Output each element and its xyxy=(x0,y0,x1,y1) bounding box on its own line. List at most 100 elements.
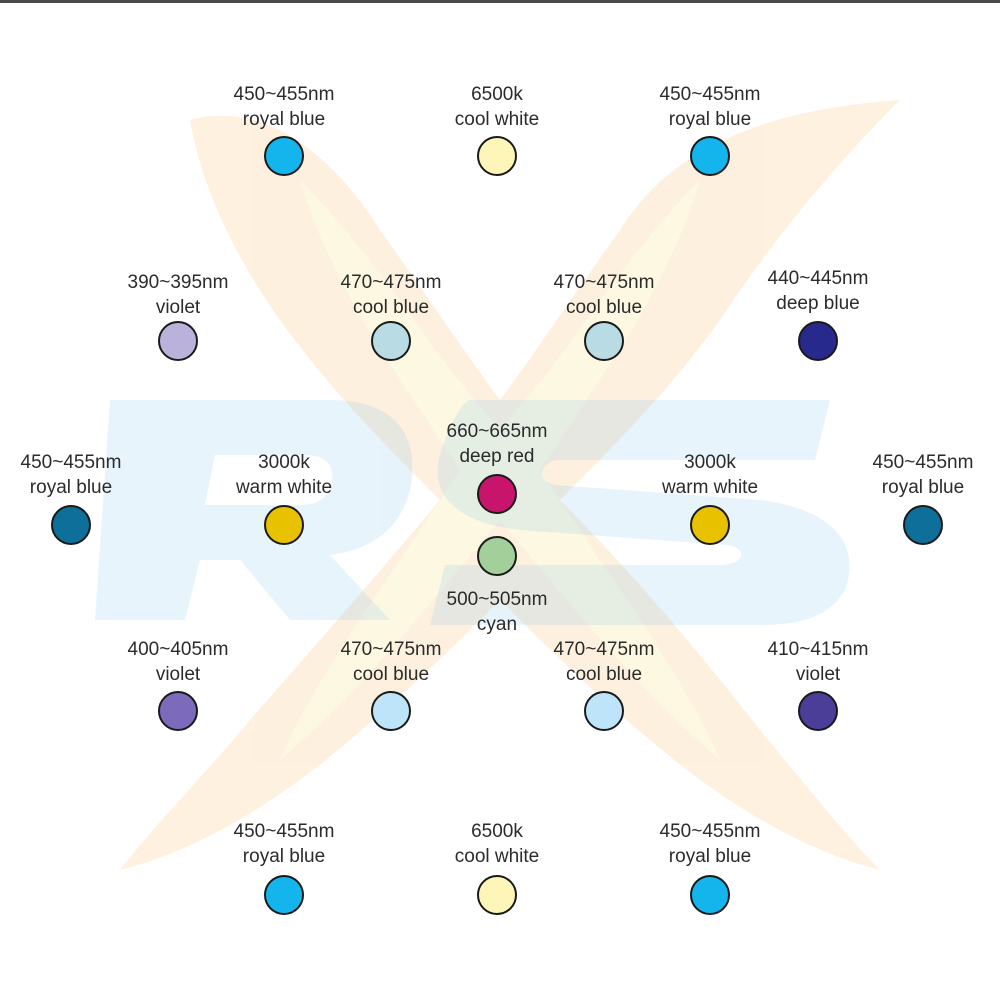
wavelength-text: 3000k xyxy=(258,452,310,473)
led-dot-royal-blue xyxy=(903,505,943,545)
led-label: 450~455nm royal blue xyxy=(833,450,1000,500)
led-dot-violet xyxy=(158,321,198,361)
led-label-group: 470~475nm cool blue xyxy=(301,637,481,687)
led-dot-cool-white xyxy=(477,136,517,176)
led-dot-deep-blue xyxy=(798,321,838,361)
wavelength-text: 6500k xyxy=(471,821,523,842)
led-label: 660~665nm deep red xyxy=(407,419,587,469)
led-dot-cool-blue xyxy=(371,321,411,361)
led-label-group: 400~405nm violet xyxy=(88,637,268,687)
color-name-text: royal blue xyxy=(29,477,113,498)
led-label: 3000k warm white xyxy=(620,450,800,500)
led-label: 440~445nm deep blue xyxy=(728,266,908,316)
color-name-text: royal blue xyxy=(242,846,326,867)
led-dot-deep-red xyxy=(477,474,517,514)
led-dot-cool-blue xyxy=(371,691,411,731)
wavelength-text: 660~665nm xyxy=(446,421,548,442)
top-border-line xyxy=(0,0,1000,3)
color-name-text: violet xyxy=(155,664,201,685)
led-label: 450~455nm royal blue xyxy=(620,819,800,869)
wavelength-text: 450~455nm xyxy=(872,452,974,473)
color-name-text: royal blue xyxy=(242,109,326,130)
led-label: 470~475nm cool blue xyxy=(301,270,481,320)
led-dot-royal-blue xyxy=(690,875,730,915)
color-name-text: warm white xyxy=(661,477,759,498)
led-label-group: 3000k warm white xyxy=(194,450,374,500)
led-label-group: 660~665nm deep red xyxy=(407,419,587,469)
wavelength-text: 400~405nm xyxy=(127,639,229,660)
led-label: 450~455nm royal blue xyxy=(0,450,161,500)
wavelength-text: 450~455nm xyxy=(659,821,761,842)
led-label-group: 470~475nm cool blue xyxy=(514,270,694,320)
color-name-text: cool white xyxy=(454,846,540,867)
led-label-group: 450~455nm royal blue xyxy=(833,450,1000,500)
led-dot-cool-white xyxy=(477,875,517,915)
led-label-group: 6500k cool white xyxy=(407,82,587,132)
led-dot-warm-white xyxy=(264,505,304,545)
led-label: 450~455nm royal blue xyxy=(194,819,374,869)
led-label: 410~415nm violet xyxy=(728,637,908,687)
led-label: 450~455nm royal blue xyxy=(620,82,800,132)
led-label-group: 450~455nm royal blue xyxy=(0,450,161,500)
color-name-text: royal blue xyxy=(668,109,752,130)
led-dot-violet xyxy=(158,691,198,731)
led-label: 400~405nm violet xyxy=(88,637,268,687)
wavelength-text: 470~475nm xyxy=(340,272,442,293)
led-label-group: 440~445nm deep blue xyxy=(728,266,908,316)
color-name-text: cool blue xyxy=(565,664,643,685)
led-dot-violet xyxy=(798,691,838,731)
led-dot-cyan xyxy=(477,536,517,576)
led-label-group: 450~455nm royal blue xyxy=(620,819,800,869)
led-dot-warm-white xyxy=(690,505,730,545)
wavelength-text: 410~415nm xyxy=(767,639,869,660)
led-label-group: 450~455nm royal blue xyxy=(620,82,800,132)
color-name-text: cool blue xyxy=(352,297,430,318)
color-name-text: royal blue xyxy=(668,846,752,867)
led-label-group: 470~475nm cool blue xyxy=(514,637,694,687)
color-name-text: violet xyxy=(155,297,201,318)
led-dot-royal-blue xyxy=(264,875,304,915)
led-dot-cool-blue xyxy=(584,321,624,361)
led-label: 470~475nm cool blue xyxy=(514,637,694,687)
wavelength-text: 470~475nm xyxy=(553,272,655,293)
led-dot-royal-blue xyxy=(690,136,730,176)
led-label: 6500k cool white xyxy=(407,819,587,869)
rs-letters xyxy=(95,400,850,625)
color-name-text: deep red xyxy=(459,446,535,467)
wavelength-text: 450~455nm xyxy=(20,452,122,473)
led-label: 470~475nm cool blue xyxy=(514,270,694,320)
led-label-group: 410~415nm violet xyxy=(728,637,908,687)
led-label-group: 450~455nm royal blue xyxy=(194,82,374,132)
led-label-group: 500~505nm cyan xyxy=(407,587,587,637)
wavelength-text: 470~475nm xyxy=(553,639,655,660)
wavelength-text: 390~395nm xyxy=(127,272,229,293)
color-name-text: cyan xyxy=(476,614,518,635)
led-dot-cool-blue xyxy=(584,691,624,731)
led-label: 6500k cool white xyxy=(407,82,587,132)
wavelength-text: 440~445nm xyxy=(767,268,869,289)
led-label-group: 6500k cool white xyxy=(407,819,587,869)
led-label-group: 450~455nm royal blue xyxy=(194,819,374,869)
wavelength-text: 450~455nm xyxy=(233,84,335,105)
led-dot-royal-blue xyxy=(51,505,91,545)
led-label: 470~475nm cool blue xyxy=(301,637,481,687)
color-name-text: cool white xyxy=(454,109,540,130)
color-name-text: deep blue xyxy=(776,293,860,314)
wavelength-text: 450~455nm xyxy=(659,84,761,105)
wavelength-text: 450~455nm xyxy=(233,821,335,842)
wavelength-text: 3000k xyxy=(684,452,736,473)
color-name-text: royal blue xyxy=(881,477,965,498)
color-name-text: violet xyxy=(795,664,841,685)
wavelength-text: 470~475nm xyxy=(340,639,442,660)
color-name-text: cool blue xyxy=(352,664,430,685)
color-name-text: warm white xyxy=(235,477,333,498)
wavelength-text: 6500k xyxy=(471,84,523,105)
led-label-group: 390~395nm violet xyxy=(88,270,268,320)
led-label: 500~505nm cyan xyxy=(407,587,587,637)
led-label-group: 3000k warm white xyxy=(620,450,800,500)
color-name-text: cool blue xyxy=(565,297,643,318)
led-label: 3000k warm white xyxy=(194,450,374,500)
led-dot-royal-blue xyxy=(264,136,304,176)
led-label: 450~455nm royal blue xyxy=(194,82,374,132)
